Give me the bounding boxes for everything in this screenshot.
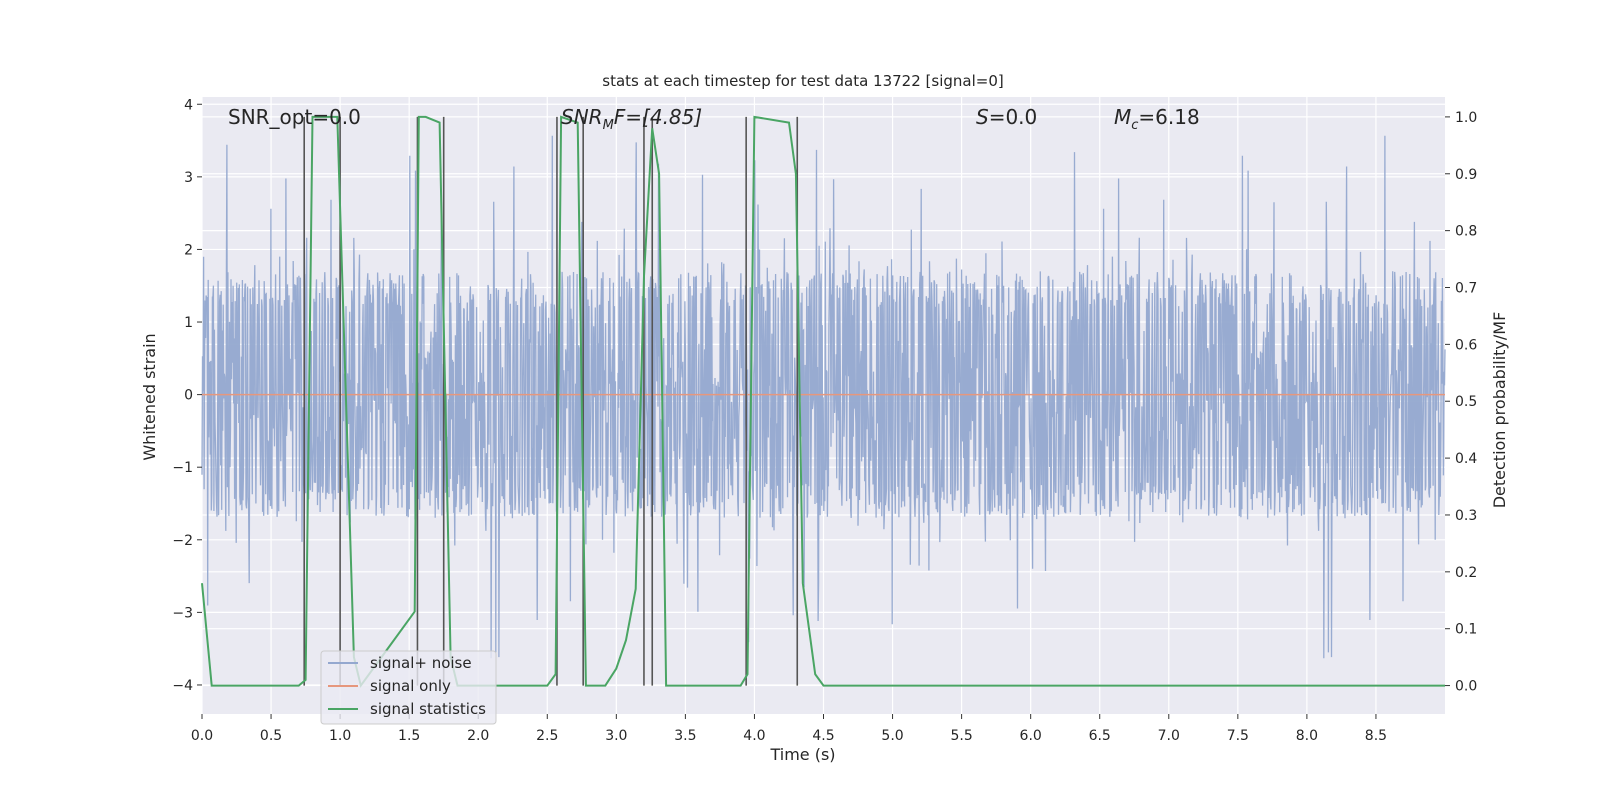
x-tick-label: 4.5 [812, 728, 834, 744]
x-tick-label: 7.5 [1227, 728, 1249, 744]
y-right-tick-label: 0.1 [1455, 622, 1477, 638]
annotation-mc-main: M [1114, 105, 1131, 129]
x-tick-label: 0.5 [260, 728, 282, 744]
y-right-tick-label: 0.9 [1455, 167, 1477, 183]
x-tick-label: 7.0 [1158, 728, 1180, 744]
x-tick-label: 5.0 [881, 728, 903, 744]
legend-label-noise: signal+ noise [370, 654, 472, 672]
x-axis: 0.0 0.5 1.0 1.5 2.0 2.5 3.0 3.5 4.0 4.5 5.0 5.5 6.0 6… [191, 714, 1387, 744]
y-right-tick-label: 0.5 [1455, 394, 1477, 410]
x-tick-label: 5.5 [950, 728, 972, 744]
annotation-mc-sub: c [1131, 118, 1138, 133]
annotation-s-rest: =0.0 [989, 105, 1038, 129]
x-tick-label: 8.0 [1296, 728, 1318, 744]
y-tick-label: −2 [172, 533, 193, 549]
annotation-snr-mf-sub: M [603, 118, 614, 133]
y-axis-right-label: Detection probability/MF [1490, 312, 1509, 509]
noise-line [201, 135, 1446, 659]
y-axis-right: 0.0 0.1 0.2 0.3 0.4 0.5 0.6 0.7 0.8 0.9 1.0 [1445, 110, 1477, 695]
y-right-tick-label: 0.8 [1455, 224, 1477, 240]
signal-statistics-series [201, 115, 1445, 688]
annotation-s: S=0.0 [976, 105, 1037, 129]
y-axis-left: −4 −3 −2 −1 0 1 2 3 4 [172, 97, 202, 694]
x-tick-label: 1.0 [329, 728, 351, 744]
y-right-tick-label: 0.6 [1455, 337, 1477, 353]
y-tick-label: 2 [184, 242, 193, 258]
y-tick-label: −4 [172, 678, 193, 694]
x-tick-label: 2.0 [467, 728, 489, 744]
x-tick-label: 3.0 [605, 728, 627, 744]
y-right-tick-label: 0.0 [1455, 679, 1477, 695]
y-tick-label: 4 [184, 97, 193, 113]
x-tick-label: 3.5 [674, 728, 696, 744]
y-right-tick-label: 0.7 [1455, 281, 1477, 297]
y-right-tick-label: 0.4 [1455, 451, 1477, 467]
annotation-mc-rest: =6.18 [1138, 105, 1199, 129]
y-tick-label: 0 [184, 388, 193, 404]
annotation-snr-mf: SNRMF=[4.85] [561, 105, 702, 133]
chart-title: stats at each timestep for test data 137… [602, 72, 1003, 90]
x-axis-label: Time (s) [769, 745, 835, 764]
legend-label-signal: signal only [370, 677, 451, 695]
y-tick-label: 3 [184, 170, 193, 186]
annotation-s-main: S [976, 105, 989, 129]
x-tick-label: 1.5 [398, 728, 420, 744]
x-tick-label: 6.5 [1089, 728, 1111, 744]
signal-statistics-line [201, 115, 1445, 688]
x-tick-label: 0.0 [191, 728, 213, 744]
annotation-mc: Mc=6.18 [1114, 105, 1200, 133]
annotation-snr-mf-main: SNR [561, 105, 603, 129]
annotation-snr-opt: SNR_opt=0.0 [228, 105, 361, 129]
noise-series [201, 135, 1446, 659]
y-axis-label: Whitened strain [140, 333, 159, 460]
y-right-tick-label: 1.0 [1455, 110, 1477, 126]
x-tick-label: 2.5 [536, 728, 558, 744]
y-tick-label: 1 [184, 315, 193, 331]
x-tick-label: 6.0 [1020, 728, 1042, 744]
legend: signal+ noise signal only signal statist… [320, 650, 497, 725]
y-right-tick-label: 0.2 [1455, 565, 1477, 581]
x-tick-label: 4.0 [743, 728, 765, 744]
x-tick-label: 8.5 [1365, 728, 1387, 744]
legend-label-stats: signal statistics [370, 700, 486, 718]
annotation-snr-mf-rest: F=[4.85] [614, 105, 702, 129]
y-tick-label: −3 [172, 605, 193, 621]
y-tick-label: −1 [172, 460, 193, 476]
y-right-tick-label: 0.3 [1455, 508, 1477, 524]
